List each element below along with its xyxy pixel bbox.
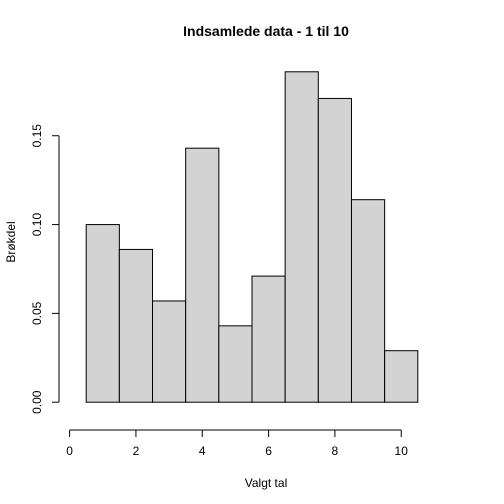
x-tick-label: 2: [133, 444, 140, 458]
x-tick-label: 0: [66, 444, 73, 458]
x-tick-label: 4: [199, 444, 206, 458]
x-axis: 0 2 4 6 8 10: [66, 429, 409, 458]
x-tick-label: 10: [395, 444, 409, 458]
x-tick-label: 8: [332, 444, 339, 458]
x-tick-label: 6: [265, 444, 272, 458]
chart-title: Indsamlede data - 1 til 10: [183, 23, 349, 39]
y-tick-label: 0.10: [30, 213, 44, 237]
y-tick-label: 0.15: [30, 124, 44, 148]
bar-1: [85, 224, 120, 403]
bar-4: [185, 147, 220, 403]
y-tick-label: 0.05: [30, 301, 44, 325]
bar-5: [218, 325, 253, 403]
y-axis-label: Brøkdel: [4, 221, 18, 262]
bar-3: [152, 300, 187, 403]
x-axis-label: Valgt tal: [245, 476, 287, 490]
bar-8: [317, 97, 352, 403]
bar-6: [251, 275, 286, 403]
bars-group: [85, 71, 419, 403]
bar-2: [118, 248, 154, 403]
bar-7: [284, 71, 319, 403]
bar-10: [384, 350, 419, 403]
y-axis: 0.00 0.05 0.10 0.15: [30, 124, 60, 414]
bar-9: [350, 199, 386, 403]
y-tick-label: 0.00: [30, 390, 44, 414]
